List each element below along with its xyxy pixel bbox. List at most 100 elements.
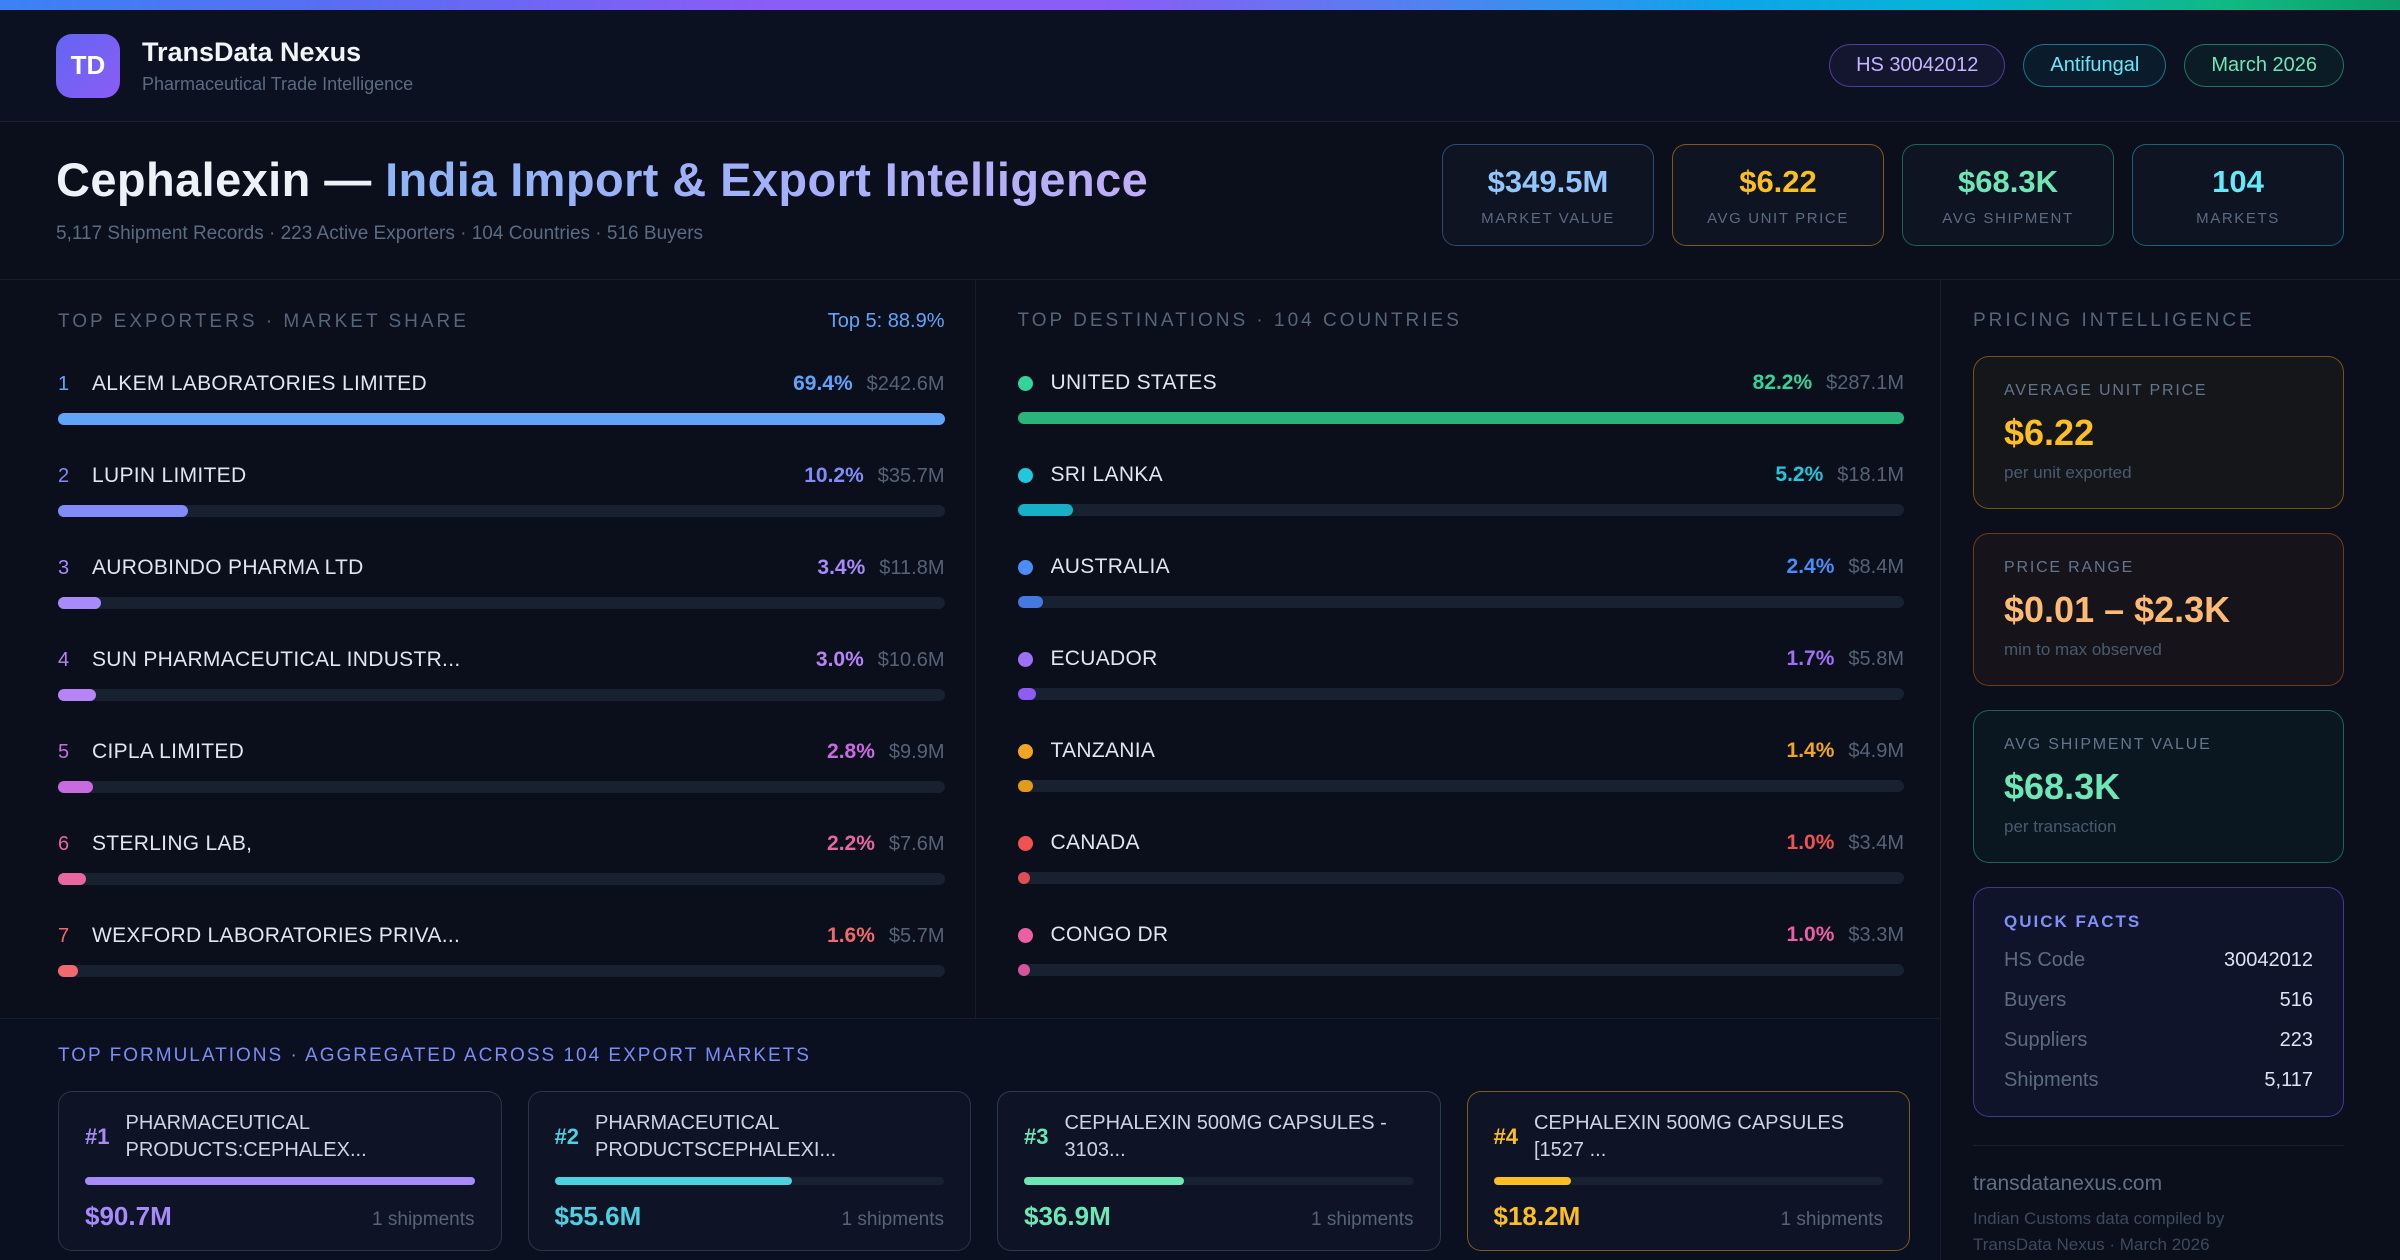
exporter-bar-fill (58, 689, 97, 701)
destination-metrics: 1.0% $3.4M (1767, 831, 1904, 855)
destination-bar-fill (1017, 872, 1030, 884)
destination-name: SRI LANKA (1050, 463, 1163, 486)
pricing-card-value: $68.3K (2004, 766, 2121, 807)
destination-row-main: CONGO DR 1.0% $3.3M (1017, 923, 1904, 947)
country-dot-icon (1017, 651, 1033, 667)
formulation-value: $55.6M (554, 1201, 642, 1231)
pricing-card-value: $6.22 (2004, 412, 2095, 453)
exporter-rank: 4 (58, 648, 70, 671)
exporter-share: 2.8% (827, 740, 875, 763)
header-badge[interactable]: March 2026 (2184, 44, 2344, 87)
destination-row: CONGO DR 1.0% $3.3M (1017, 923, 1904, 976)
formulation-card-header: #1 PHARMACEUTICAL PRODUCTS:CEPHALEX... (85, 1110, 475, 1163)
formulation-bar-track (554, 1177, 944, 1185)
destination-name: ECUADOR (1050, 647, 1158, 670)
exporter-value: $10.6M (877, 649, 945, 671)
exporter-bar-track (58, 873, 945, 885)
brand-tagline: Pharmaceutical Trade Intelligence (142, 73, 414, 94)
stat-card: $68.3K AVG SHIPMENT (1902, 144, 2114, 246)
header-badge[interactable]: Antifungal (2023, 44, 2167, 87)
pricing-card-label: AVERAGE UNIT PRICE (2004, 382, 2208, 399)
quick-fact-value: 223 (2279, 1029, 2313, 1051)
formulation-shipments: 1 shipments (1311, 1209, 1414, 1230)
formulation-title: CEPHALEXIN 500MG CAPSULES - 3103... (1064, 1112, 1387, 1161)
exporter-name: CIPLA LIMITED (92, 740, 245, 763)
quick-fact-row: Shipments 5,117 (2004, 1069, 2313, 1092)
formulation-card-header: #4 CEPHALEXIN 500MG CAPSULES [1527 ... (1494, 1110, 1884, 1163)
destination-bar-fill (1017, 412, 1904, 424)
destination-row-main: SRI LANKA 5.2% $18.1M (1017, 463, 1904, 487)
formulation-value: $18.2M (1493, 1201, 1581, 1231)
destination-name: CANADA (1050, 831, 1140, 854)
destination-name: TANZANIA (1050, 739, 1156, 762)
exporter-bar-track (58, 781, 945, 793)
destination-value: $18.1M (1837, 464, 1904, 486)
country-dot-icon (1017, 467, 1033, 483)
pricing-card-label: AVG SHIPMENT VALUE (2004, 736, 2212, 753)
formulation-rank: #4 (1493, 1123, 1518, 1149)
exporter-value: $242.6M (866, 373, 945, 395)
formulation-card-header: #3 CEPHALEXIN 500MG CAPSULES - 3103... (1024, 1110, 1414, 1163)
formulation-shipments: 1 shipments (1780, 1209, 1883, 1230)
exporter-row: 2 LUPIN LIMITED 10.2% $35.7M (58, 464, 945, 517)
exporter-value: $9.9M (888, 741, 945, 763)
quick-fact-label: Suppliers (2004, 1029, 2088, 1051)
destination-bar-track (1017, 688, 1904, 700)
formulation-bar-track (85, 1177, 475, 1185)
left-main: TOP EXPORTERS · MARKET SHARE Top 5: 88.9… (0, 280, 1940, 1260)
stat-value: $6.22 (1739, 163, 1817, 199)
destination-metrics: 1.4% $4.9M (1767, 739, 1904, 763)
pricing-card-subtext: min to max observed (2004, 640, 2162, 659)
formulation-rank: #3 (1024, 1123, 1049, 1149)
exporter-bar-track (58, 505, 945, 517)
formulation-shipments: 1 shipments (841, 1209, 944, 1230)
formulation-card-footer: $36.9M 1 shipments (1024, 1201, 1414, 1232)
website-link[interactable]: transdatanexus.com (1973, 1172, 2163, 1195)
exporter-rank: 5 (58, 740, 70, 763)
destinations-heading: TOP DESTINATIONS · 104 COUNTRIES (1017, 310, 1462, 331)
exporters-header: TOP EXPORTERS · MARKET SHARE Top 5: 88.9… (58, 310, 945, 333)
formulation-title: PHARMACEUTICAL PRODUCTS:CEPHALEX... (125, 1112, 367, 1161)
hero-title-block: Cephalexin — India Import & Export Intel… (56, 144, 1148, 245)
exporter-row-main: 2 LUPIN LIMITED 10.2% $35.7M (58, 464, 945, 488)
quick-fact-label: HS Code (2004, 949, 2086, 971)
destination-metrics: 5.2% $18.1M (1755, 463, 1904, 487)
exporter-rank: 2 (58, 464, 70, 487)
formulation-card-footer: $18.2M 1 shipments (1494, 1201, 1884, 1232)
destination-share: 1.4% (1786, 739, 1835, 762)
exporter-share: 2.2% (827, 832, 875, 855)
exporters-panel: TOP EXPORTERS · MARKET SHARE Top 5: 88.9… (0, 280, 976, 1018)
exporter-share: 10.2% (804, 464, 864, 487)
destination-bar-track (1017, 872, 1904, 884)
destination-metrics: 82.2% $287.1M (1733, 371, 1904, 395)
brand-logo-icon: TD (56, 33, 120, 98)
exporter-row: 5 CIPLA LIMITED 2.8% $9.9M (58, 740, 945, 793)
destination-row: SRI LANKA 5.2% $18.1M (1017, 463, 1904, 516)
page-title-separator: — (310, 153, 386, 206)
formulation-card-header: #2 PHARMACEUTICAL PRODUCTSCEPHALEXI... (555, 1110, 945, 1163)
destination-row: AUSTRALIA 2.4% $8.4M (1017, 555, 1904, 608)
quick-fact-label: Shipments (2004, 1069, 2099, 1091)
destination-value: $4.9M (1848, 740, 1904, 762)
destination-share: 1.0% (1786, 923, 1835, 946)
hero-section: Cephalexin — India Import & Export Intel… (0, 122, 2400, 280)
formulation-card-footer: $55.6M 1 shipments (555, 1201, 945, 1232)
country-dot-icon (1017, 375, 1033, 391)
quick-fact-row: Buyers 516 (2004, 989, 2313, 1012)
brand-name: TransData Nexus (142, 36, 362, 67)
exporter-share: 3.0% (815, 648, 864, 671)
exporter-name: LUPIN LIMITED (92, 464, 247, 487)
app-header: TD TransData Nexus Pharmaceutical Trade … (0, 10, 2400, 122)
formulations-section: TOP FORMULATIONS · AGGREGATED ACROSS 104… (0, 1018, 1940, 1260)
destination-bar-track (1017, 504, 1904, 516)
ranking-columns: TOP EXPORTERS · MARKET SHARE Top 5: 88.9… (0, 280, 1940, 1018)
destination-share: 82.2% (1752, 371, 1813, 394)
exporter-row: 6 STERLING LAB, 2.2% $7.6M (58, 832, 945, 885)
destination-metrics: 2.4% $8.4M (1767, 555, 1904, 579)
stat-label: MARKET VALUE (1481, 209, 1615, 227)
data-attribution: Indian Customs data compiled by TransDat… (1973, 1209, 2225, 1255)
pricing-card-label: PRICE RANGE (2004, 559, 2135, 576)
header-badge[interactable]: HS 30042012 (1829, 44, 2006, 87)
pricing-sidebar: PRICING INTELLIGENCE AVERAGE UNIT PRICE $… (1940, 280, 2400, 1260)
destination-metrics: 1.0% $3.3M (1767, 923, 1904, 947)
